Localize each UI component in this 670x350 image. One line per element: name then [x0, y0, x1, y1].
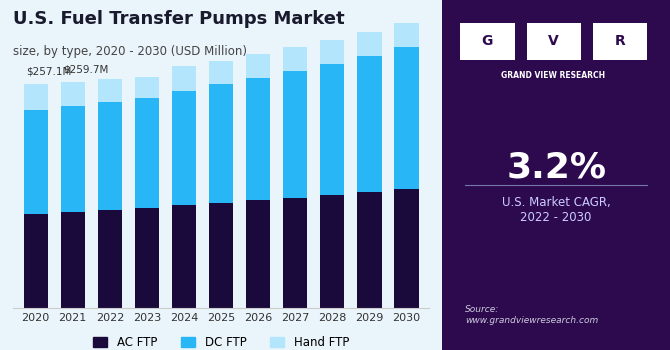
Bar — [357, 32, 381, 56]
Text: $259.7M: $259.7M — [64, 64, 109, 75]
Text: 3.2%: 3.2% — [506, 151, 606, 185]
Bar — [246, 78, 270, 200]
Bar — [357, 193, 381, 308]
Bar — [246, 200, 270, 308]
Bar — [23, 84, 48, 110]
Text: R: R — [614, 34, 626, 48]
Text: $257.1M: $257.1M — [26, 67, 72, 77]
Bar — [135, 208, 159, 308]
Bar — [283, 197, 308, 308]
Bar — [283, 47, 308, 71]
Bar — [135, 98, 159, 208]
Bar — [61, 106, 85, 212]
Bar — [172, 205, 196, 308]
Bar — [98, 102, 122, 210]
FancyBboxPatch shape — [593, 23, 647, 60]
Text: U.S. Fuel Transfer Pumps Market: U.S. Fuel Transfer Pumps Market — [13, 10, 345, 28]
Legend: AC FTP, DC FTP, Hand FTP: AC FTP, DC FTP, Hand FTP — [88, 331, 354, 350]
Bar — [23, 110, 48, 214]
Bar — [209, 61, 233, 84]
Bar — [172, 91, 196, 205]
Bar — [98, 210, 122, 308]
Bar — [98, 79, 122, 102]
Bar — [172, 66, 196, 91]
Bar — [61, 212, 85, 308]
Bar — [357, 56, 381, 192]
Bar — [23, 214, 48, 308]
Bar — [395, 189, 419, 308]
Bar — [395, 47, 419, 189]
Text: GRAND VIEW RESEARCH: GRAND VIEW RESEARCH — [500, 71, 605, 80]
Bar — [61, 82, 85, 106]
Text: U.S. Market CAGR,
2022 - 2030: U.S. Market CAGR, 2022 - 2030 — [502, 196, 610, 224]
Bar — [209, 84, 233, 203]
Bar — [209, 203, 233, 308]
Bar — [320, 195, 344, 308]
Text: size, by type, 2020 - 2030 (USD Million): size, by type, 2020 - 2030 (USD Million) — [13, 46, 247, 58]
FancyBboxPatch shape — [460, 23, 515, 60]
Bar — [320, 64, 344, 195]
Bar — [395, 23, 419, 47]
FancyBboxPatch shape — [527, 23, 581, 60]
Bar — [320, 40, 344, 64]
Text: V: V — [548, 34, 559, 48]
Text: G: G — [482, 34, 493, 48]
Bar — [246, 54, 270, 78]
Bar — [135, 77, 159, 98]
Bar — [283, 71, 308, 197]
Text: Source:
www.grandviewresearch.com: Source: www.grandviewresearch.com — [465, 305, 598, 325]
